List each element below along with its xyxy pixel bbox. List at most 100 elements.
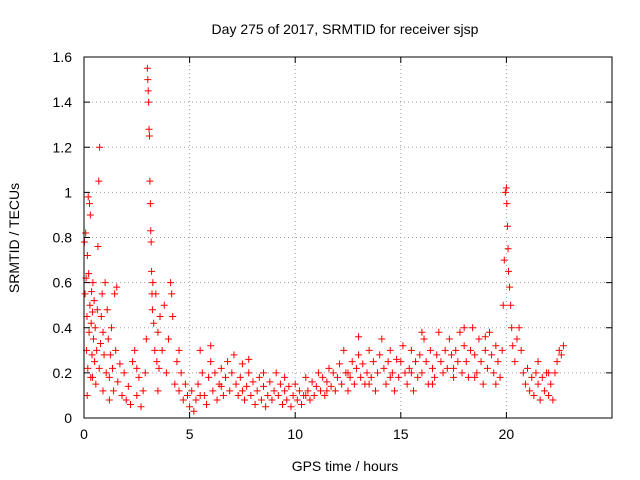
data-point <box>340 346 348 354</box>
data-point <box>336 360 344 368</box>
data-point <box>143 64 151 72</box>
data-point <box>460 342 468 350</box>
data-point <box>393 355 401 363</box>
data-point <box>264 391 272 399</box>
axis-ticks: 0 5 10 15 20 0 0.2 0.4 0.6 0.8 1 1.2 1.4 1.6 <box>53 49 612 442</box>
data-point <box>471 351 479 359</box>
data-point <box>407 369 415 377</box>
data-point <box>511 358 519 366</box>
data-point <box>333 373 341 381</box>
data-point <box>135 373 143 381</box>
data-point <box>87 319 95 327</box>
data-point <box>137 403 145 411</box>
data-point <box>85 200 93 208</box>
data-point <box>359 360 367 368</box>
data-point <box>120 369 128 377</box>
data-point <box>505 267 513 275</box>
data-point <box>431 373 439 381</box>
data-point <box>266 378 274 386</box>
data-point <box>281 387 289 395</box>
x-axis-label: GPS time / hours <box>292 458 399 474</box>
data-point <box>466 346 474 354</box>
data-point <box>154 328 162 336</box>
data-point <box>236 373 244 381</box>
data-point <box>369 358 377 366</box>
data-point <box>142 335 150 343</box>
data-point <box>447 351 455 359</box>
data-point <box>469 324 477 332</box>
data-point <box>247 391 255 399</box>
data-point <box>196 391 204 399</box>
data-point <box>179 396 187 404</box>
data-point <box>433 351 441 359</box>
data-point <box>310 391 318 399</box>
data-point <box>96 340 104 348</box>
data-point <box>420 335 428 343</box>
data-point <box>169 312 177 320</box>
data-point <box>435 328 443 336</box>
y-tick-label: 0.2 <box>53 365 73 381</box>
data-point <box>122 396 130 404</box>
data-point <box>519 369 527 377</box>
data-point <box>323 387 331 395</box>
data-point <box>488 351 496 359</box>
data-point <box>181 380 189 388</box>
data-point <box>289 391 297 399</box>
data-point <box>481 333 489 341</box>
data-point <box>283 396 291 404</box>
data-point <box>156 312 164 320</box>
data-point <box>452 346 460 354</box>
data-point <box>238 387 246 395</box>
data-point <box>323 378 331 386</box>
data-point <box>83 391 91 399</box>
data-point <box>479 380 487 388</box>
data-point <box>95 364 103 372</box>
data-point <box>492 342 500 350</box>
data-point <box>450 364 458 372</box>
data-point <box>83 312 91 320</box>
data-point <box>253 387 261 395</box>
data-point <box>475 335 483 343</box>
data-point <box>559 342 567 350</box>
data-point <box>257 396 265 404</box>
data-point <box>139 387 147 395</box>
data-point <box>224 358 232 366</box>
data-point <box>344 369 352 377</box>
data-point <box>454 358 462 366</box>
data-point <box>405 364 413 372</box>
data-point <box>245 355 253 363</box>
data-point <box>99 387 107 395</box>
data-point <box>192 396 200 404</box>
data-point <box>270 387 278 395</box>
data-point <box>344 387 352 395</box>
data-point <box>327 382 335 390</box>
data-point <box>418 328 426 336</box>
data-point <box>521 380 529 388</box>
data-point <box>107 324 115 332</box>
data-point <box>338 380 346 388</box>
data-point <box>96 143 104 151</box>
data-point <box>460 324 468 332</box>
data-point <box>477 358 485 366</box>
data-points <box>80 64 567 415</box>
data-point <box>499 301 507 309</box>
data-point <box>486 328 494 336</box>
data-point <box>291 380 299 388</box>
data-point <box>281 373 289 381</box>
data-point <box>88 373 96 381</box>
data-point <box>526 387 534 395</box>
data-point <box>536 396 544 404</box>
data-point <box>100 351 108 359</box>
data-point <box>104 335 112 343</box>
x-tick-label: 5 <box>186 426 194 442</box>
data-point <box>532 369 540 377</box>
data-point <box>363 369 371 377</box>
data-point <box>109 364 117 372</box>
data-point <box>403 380 411 388</box>
data-point <box>551 369 559 377</box>
data-point <box>287 403 295 411</box>
data-point <box>346 373 354 381</box>
data-point <box>102 369 110 377</box>
y-tick-label: 0.8 <box>53 230 73 246</box>
data-point <box>162 369 170 377</box>
